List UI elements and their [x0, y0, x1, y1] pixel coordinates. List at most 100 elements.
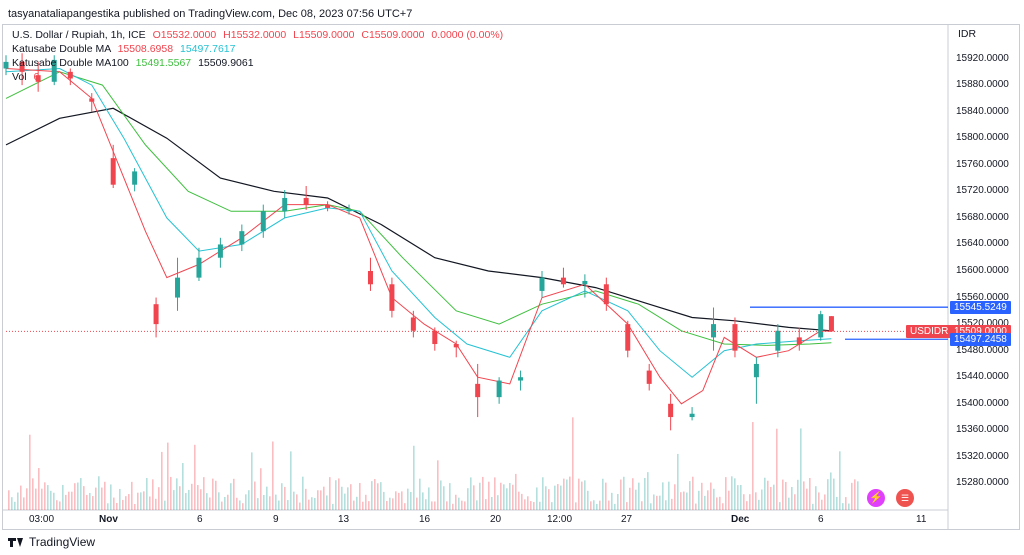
price-tick-label: 15800.0000 — [956, 132, 1009, 144]
volume-bar — [650, 503, 652, 510]
candle — [89, 98, 95, 102]
volume-bar — [167, 442, 169, 510]
volume-bar — [731, 476, 733, 510]
volume-bar — [284, 486, 286, 510]
ma1-label[interactable]: Katusabe Double MA — [12, 43, 111, 55]
volume-bar — [746, 501, 748, 510]
time-tick-label: 20 — [490, 514, 502, 525]
volume-bar — [191, 483, 193, 510]
candle — [175, 277, 181, 298]
volume-bar — [47, 485, 49, 510]
volume-bar — [149, 496, 151, 510]
candle — [796, 337, 802, 345]
volume-bar — [587, 490, 589, 510]
volume-bar — [53, 492, 55, 510]
candle — [282, 197, 288, 212]
volume-bar — [182, 463, 184, 510]
footer-brand[interactable]: TradingView — [8, 535, 95, 549]
volume-bar — [857, 481, 859, 510]
candle — [711, 324, 717, 338]
volume-bar — [830, 472, 832, 510]
candle — [560, 277, 566, 285]
volume-bar — [194, 444, 196, 510]
volume-bar — [467, 488, 469, 510]
candle — [582, 280, 588, 285]
volume-bar — [359, 482, 361, 510]
volume-bar — [464, 501, 466, 510]
volume-bar — [203, 477, 205, 510]
volume-bar — [755, 492, 757, 510]
volume-bar — [461, 500, 463, 510]
volume-bar — [29, 434, 31, 510]
candle — [389, 284, 395, 311]
volume-bar — [212, 478, 214, 510]
candle — [410, 317, 416, 331]
volume-bar — [62, 484, 64, 510]
chart-frame — [2, 24, 1020, 530]
candle — [67, 71, 73, 79]
lightning-icon[interactable]: ⚡ — [867, 489, 885, 507]
volume-bar — [788, 497, 790, 510]
volume-bar — [509, 482, 511, 510]
price-tick-label: 15320.0000 — [956, 450, 1009, 462]
volume-bar — [533, 502, 535, 510]
volume-bar — [617, 494, 619, 510]
volume-bar — [800, 428, 802, 510]
lower-level-tag: 15497.2458 — [950, 332, 1011, 346]
volume-bar — [524, 499, 526, 510]
volume-bar — [272, 441, 274, 510]
volume-bar — [92, 496, 94, 510]
volume-bar — [758, 499, 760, 510]
volume-bar — [743, 494, 745, 510]
volume-bar — [845, 497, 847, 510]
volume-bar — [542, 477, 544, 510]
volume-bar — [776, 428, 778, 510]
vol-label[interactable]: Vol — [12, 71, 27, 83]
volume-bar — [32, 478, 34, 510]
volume-bar — [227, 494, 229, 510]
volume-bar — [482, 476, 484, 510]
volume-bar — [539, 501, 541, 510]
us-flag-icon[interactable]: ☰ — [896, 489, 914, 507]
candle — [132, 171, 138, 185]
volume-bar — [383, 491, 385, 510]
ma1-value-1: 15508.6958 — [117, 43, 174, 55]
volume-bar — [140, 492, 142, 510]
volume-bar — [350, 484, 352, 510]
volume-bar — [851, 482, 853, 510]
volume-bar — [728, 490, 730, 510]
volume-bar — [155, 498, 157, 510]
brand-name: TradingView — [29, 535, 96, 549]
currency-label[interactable]: IDR — [958, 28, 977, 40]
ma-long-line — [5, 107, 832, 332]
ma2-label[interactable]: Katusabe Double MA100 — [12, 57, 129, 69]
volume-bar — [527, 496, 529, 510]
candle — [828, 316, 834, 332]
volume-bar — [209, 497, 211, 510]
volume-bar — [431, 501, 433, 510]
volume-bar — [614, 503, 616, 510]
volume-bar — [479, 482, 481, 510]
volume-bar — [593, 500, 595, 510]
candle — [196, 257, 202, 278]
price-tick-label: 15560.0000 — [956, 291, 1009, 303]
volume-bar — [638, 482, 640, 510]
volume-bar — [116, 502, 118, 510]
volume-bar — [569, 476, 571, 510]
volume-bar — [251, 452, 253, 510]
volume-bar — [488, 481, 490, 510]
volume-bar — [347, 487, 349, 510]
volume-bar — [89, 492, 91, 510]
volume-bar — [38, 468, 40, 510]
volume-bar — [176, 478, 178, 510]
volume-bar — [275, 494, 277, 510]
volume-bar — [716, 497, 718, 510]
volume-bar — [848, 503, 850, 510]
symbol-label[interactable]: U.S. Dollar / Rupiah, 1h, ICE — [12, 29, 146, 41]
candle — [603, 284, 609, 305]
volume-bar — [470, 477, 472, 510]
candle — [518, 377, 524, 381]
volume-bar — [443, 486, 445, 510]
volume-bar — [323, 486, 325, 510]
